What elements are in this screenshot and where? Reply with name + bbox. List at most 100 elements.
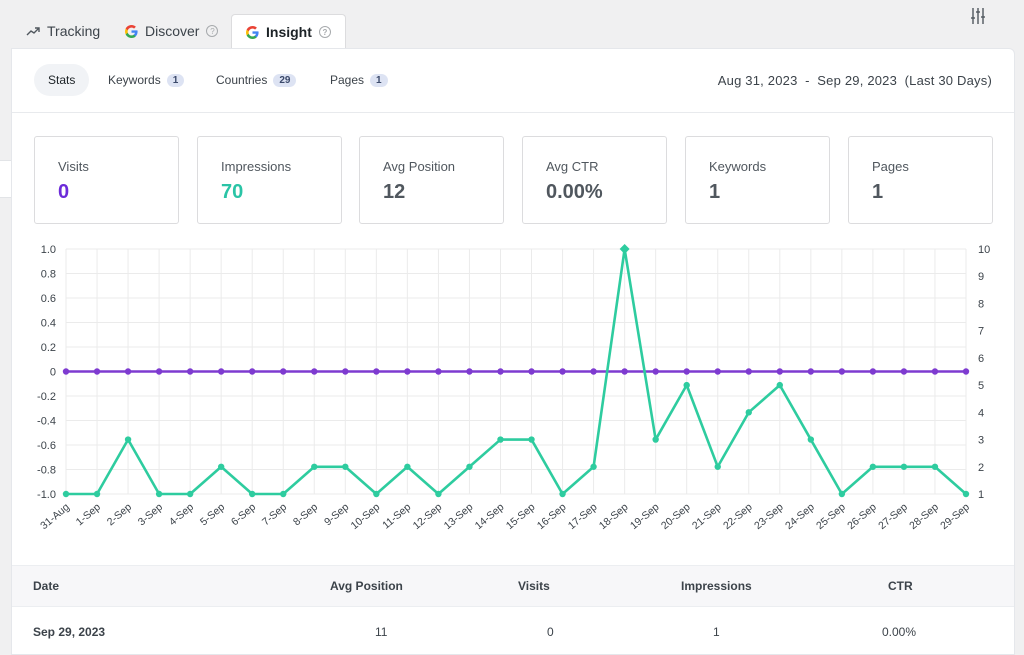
column-header-avg-position[interactable]: Avg Position <box>330 579 403 593</box>
column-header-date[interactable]: Date <box>33 579 60 593</box>
right-tick-label: 9 <box>978 271 984 283</box>
left-tick-label: -1.0 <box>37 489 56 501</box>
stat-card-avg-position: Avg Position 12 <box>359 136 504 224</box>
tab-tracking[interactable]: Tracking <box>12 14 114 48</box>
data-point <box>528 368 535 375</box>
data-point <box>931 368 939 375</box>
left-tick-label: -0.4 <box>37 416 56 428</box>
data-point <box>931 463 939 470</box>
data-point <box>435 368 442 375</box>
tab-discover[interactable]: Discover ? <box>111 14 232 48</box>
stat-label: Keywords <box>709 159 767 174</box>
x-tick-label: 15-Sep <box>504 501 538 532</box>
data-point <box>559 490 566 498</box>
x-tick-label: 27-Sep <box>876 501 910 532</box>
x-tick-label: 8-Sep <box>291 501 320 528</box>
insight-panel: Stats Keywords 1 Countries 29 Pages 1 Au… <box>11 48 1015 655</box>
stat-value: 1 <box>872 181 884 203</box>
data-point <box>962 368 970 375</box>
data-point <box>869 463 877 470</box>
table-row: Sep 29, 2023 11 0 1 0.00% <box>12 607 1014 655</box>
column-header-ctr[interactable]: CTR <box>888 579 913 593</box>
data-point <box>124 368 132 375</box>
data-point <box>311 368 318 375</box>
data-point <box>776 381 783 389</box>
x-tick-label: 21-Sep <box>690 501 724 532</box>
data-point <box>652 368 659 375</box>
data-point <box>435 490 442 498</box>
data-point <box>217 368 225 375</box>
stat-value: 1 <box>709 181 721 203</box>
data-point <box>311 463 318 470</box>
data-point <box>280 368 287 375</box>
data-point <box>342 368 349 375</box>
data-point <box>559 368 566 375</box>
right-tick-label: 7 <box>978 326 984 338</box>
stat-value: 0 <box>58 181 70 203</box>
stat-card-pages: Pages 1 <box>848 136 993 224</box>
left-tick-label: 0.6 <box>41 293 56 305</box>
subtab-pages[interactable]: Pages 1 <box>316 64 402 96</box>
data-point <box>838 368 846 375</box>
x-tick-label: 11-Sep <box>380 501 413 532</box>
x-tick-label: 13-Sep <box>442 501 476 532</box>
data-point <box>776 368 783 375</box>
column-header-impressions[interactable]: Impressions <box>681 579 752 593</box>
data-point <box>590 463 597 470</box>
stats-line-chart: 1.0 0.8 0.6 0.4 0.2 0 -0.2 -0.4 -0.6 -0.8 -1.0 10 9 8… <box>37 244 990 532</box>
subtab-keywords[interactable]: Keywords 1 <box>94 64 198 96</box>
data-point <box>838 490 846 498</box>
stat-card-impressions: Impressions 70 <box>197 136 342 224</box>
data-point <box>466 368 473 375</box>
count-badge: 1 <box>166 73 185 87</box>
subtab-label: Countries <box>216 73 268 87</box>
tab-label: Insight <box>266 24 312 40</box>
x-tick-label: 25-Sep <box>814 501 848 532</box>
right-tick-label: 4 <box>978 407 984 419</box>
data-point <box>714 368 721 375</box>
column-header-visits[interactable]: Visits <box>518 579 550 593</box>
data-point <box>619 244 630 254</box>
data-point <box>62 490 70 498</box>
x-tick-label: 18-Sep <box>597 501 631 532</box>
data-point <box>93 490 101 498</box>
subtab-label: Keywords <box>108 73 161 87</box>
series-line <box>66 247 967 496</box>
data-point <box>497 368 504 375</box>
data-point <box>404 368 411 375</box>
x-tick-label: 7-Sep <box>260 501 289 528</box>
sliders-icon[interactable] <box>968 6 988 26</box>
stat-value: 0.00% <box>546 181 603 203</box>
data-point <box>714 463 721 470</box>
side-strip <box>0 160 11 198</box>
tab-insight[interactable]: Insight ? <box>231 14 346 49</box>
x-tick-label: 6-Sep <box>229 501 258 528</box>
subtab-stats[interactable]: Stats <box>34 64 90 96</box>
subtab-label: Stats <box>48 73 76 87</box>
date-range[interactable]: Aug 31, 2023 - Sep 29, 2023 (Last 30 Day… <box>717 73 992 88</box>
stat-card-visits: Visits 0 <box>34 136 179 224</box>
x-tick-label: 1-Sep <box>74 501 103 528</box>
cell-visits: 0 <box>547 625 554 639</box>
data-point <box>528 436 535 443</box>
data-point <box>373 368 380 375</box>
stat-value: 70 <box>221 181 244 203</box>
data-point <box>249 368 256 375</box>
stat-card-keywords: Keywords 1 <box>685 136 830 224</box>
data-point <box>745 409 752 416</box>
x-tick-label: 17-Sep <box>566 501 600 532</box>
stat-value: 12 <box>383 181 406 203</box>
stat-card-avg-ctr: Avg CTR 0.00% <box>522 136 667 224</box>
right-tick-label: 8 <box>978 298 984 310</box>
help-icon[interactable]: ? <box>318 26 331 38</box>
cell-impressions: 1 <box>713 625 720 639</box>
stats-subnav: Stats Keywords 1 Countries 29 Pages 1 Au… <box>12 49 1014 113</box>
data-point <box>900 368 908 375</box>
data-point <box>807 368 815 375</box>
x-tick-label: 9-Sep <box>322 501 351 528</box>
help-icon[interactable]: ? <box>206 25 219 37</box>
data-point <box>404 463 411 470</box>
subtab-countries[interactable]: Countries 29 <box>202 64 310 96</box>
right-tick-label: 1 <box>978 489 984 501</box>
stat-label: Avg Position <box>383 159 456 174</box>
